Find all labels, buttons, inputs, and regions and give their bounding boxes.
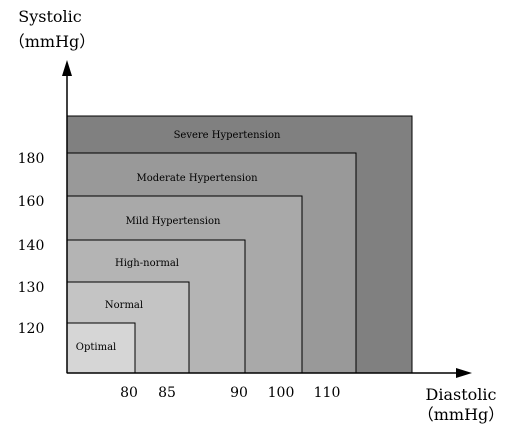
band-label-severe-hypertension: Severe Hypertension [174, 130, 281, 141]
x-axis-unit: （mmHg） [418, 405, 505, 424]
x-tick-label: 110 [314, 385, 341, 401]
x-tick-label: 100 [268, 385, 295, 401]
y-tick-label: 120 [18, 321, 45, 337]
y-axis-unit: （mmHg） [9, 32, 96, 51]
y-axis-arrow-icon [62, 60, 72, 76]
x-axis-arrow-icon [456, 368, 472, 378]
x-axis-title: Diastolic [426, 385, 497, 404]
band-label-mild-hypertension: Mild Hypertension [126, 216, 221, 227]
band-label-optimal: Optimal [76, 342, 116, 353]
band-label-high-normal: High-normal [115, 258, 179, 269]
y-tick-label: 180 [18, 151, 45, 167]
band-label-moderate-hypertension: Moderate Hypertension [136, 173, 258, 184]
x-tick-label: 90 [230, 385, 248, 401]
y-tick-label: 140 [18, 238, 45, 254]
band-label-normal: Normal [105, 300, 143, 311]
y-tick-label: 160 [18, 194, 45, 210]
x-tick-label: 85 [158, 385, 176, 401]
x-tick-label: 80 [120, 385, 138, 401]
y-axis-title: Systolic [18, 7, 82, 26]
y-tick-label: 130 [18, 280, 45, 296]
